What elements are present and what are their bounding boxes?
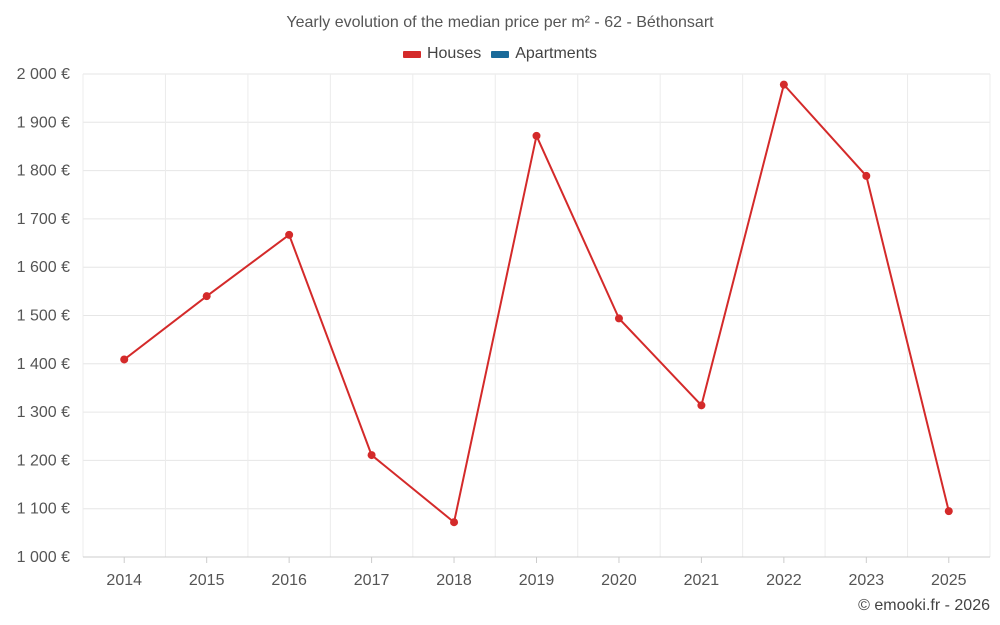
y-tick-label: 1 800 € <box>17 163 70 180</box>
y-tick-label: 1 300 € <box>17 404 70 421</box>
data-point <box>285 230 294 239</box>
y-tick-label: 1 100 € <box>17 501 70 518</box>
x-tick-label: 2025 <box>931 572 967 589</box>
data-point <box>120 355 129 364</box>
x-tick-label: 2023 <box>849 572 885 589</box>
x-tick-label: 2022 <box>766 572 802 589</box>
data-point <box>779 80 788 89</box>
y-tick-label: 1 500 € <box>17 308 70 325</box>
legend-label-apartments: Apartments <box>515 45 598 62</box>
chart-legend: Houses Apartments <box>0 45 1000 63</box>
legend-label-houses: Houses <box>426 45 482 62</box>
copyright-credit: © emooki.fr - 2026 <box>858 597 990 614</box>
legend-swatch-apartments <box>491 50 510 58</box>
data-point <box>697 401 706 410</box>
x-tick-label: 2014 <box>106 572 142 589</box>
y-tick-label: 1 000 € <box>17 549 70 566</box>
data-point <box>367 451 376 460</box>
data-point <box>532 131 541 140</box>
data-point <box>202 292 211 301</box>
y-tick-label: 1 200 € <box>17 452 70 469</box>
x-tick-label: 2018 <box>436 572 472 589</box>
y-tick-label: 1 600 € <box>17 259 70 276</box>
x-tick-label: 2021 <box>684 572 720 589</box>
x-tick-label: 2017 <box>354 572 390 589</box>
x-tick-label: 2019 <box>519 572 555 589</box>
data-point <box>614 314 623 323</box>
y-tick-label: 2 000 € <box>17 66 70 83</box>
legend-item-apartments[interactable]: Apartments <box>491 45 597 63</box>
data-point <box>862 171 871 180</box>
y-tick-label: 1 400 € <box>17 356 70 373</box>
legend-swatch-houses <box>402 50 421 58</box>
y-tick-label: 1 900 € <box>17 114 70 131</box>
chart-title: Yearly evolution of the median price per… <box>286 14 714 31</box>
x-tick-label: 2020 <box>601 572 637 589</box>
data-point <box>944 507 953 516</box>
legend-item-houses[interactable]: Houses <box>402 45 482 63</box>
y-tick-label: 1 700 € <box>17 211 70 228</box>
x-tick-label: 2016 <box>271 572 307 589</box>
x-tick-label: 2015 <box>189 572 225 589</box>
data-point <box>450 518 459 527</box>
